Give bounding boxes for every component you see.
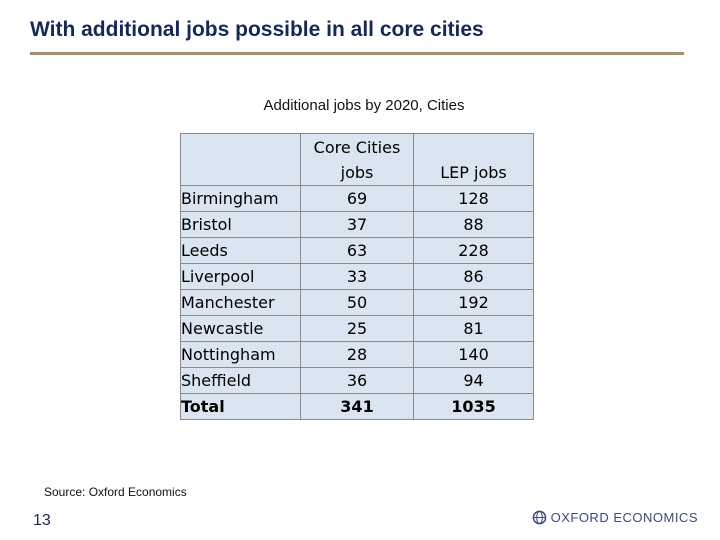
oxford-economics-logo: OXFORD ECONOMICS xyxy=(532,508,698,526)
lep-jobs-value: 94 xyxy=(413,367,534,394)
table-caption: Additional jobs by 2020, Cities xyxy=(263,97,465,114)
city-name: Newcastle xyxy=(180,315,301,342)
header-core-line2: jobs xyxy=(340,162,374,182)
table-row: Liverpool 33 86 xyxy=(180,263,534,290)
total-lep-jobs: 1035 xyxy=(413,393,534,420)
logo-text: OXFORD ECONOMICS xyxy=(550,509,698,525)
core-cities-jobs-value: 63 xyxy=(300,237,414,264)
city-name: Manchester xyxy=(180,289,301,316)
jobs-table: Core Cities jobs LEP jobs Birmingham 69 … xyxy=(180,133,534,420)
city-name: Leeds xyxy=(180,237,301,264)
lep-jobs-value: 128 xyxy=(413,185,534,212)
table-total-row: Total 341 1035 xyxy=(180,393,534,420)
lep-jobs-value: 140 xyxy=(413,341,534,368)
source-note: Source: Oxford Economics xyxy=(44,485,187,499)
table-header-row: Core Cities jobs LEP jobs xyxy=(180,133,534,186)
core-cities-jobs-value: 50 xyxy=(300,289,414,316)
header-core-cities-jobs: Core Cities jobs xyxy=(300,133,414,186)
table-row: Nottingham 28 140 xyxy=(180,341,534,368)
lep-jobs-value: 88 xyxy=(413,211,534,238)
slide-title: With additional jobs possible in all cor… xyxy=(30,18,484,41)
total-label: Total xyxy=(180,393,301,420)
core-cities-jobs-value: 36 xyxy=(300,367,414,394)
city-name: Sheffield xyxy=(180,367,301,394)
title-divider xyxy=(30,52,684,55)
city-name: Bristol xyxy=(180,211,301,238)
table-row: Bristol 37 88 xyxy=(180,211,534,238)
core-cities-jobs-value: 33 xyxy=(300,263,414,290)
core-cities-jobs-value: 69 xyxy=(300,185,414,212)
lep-jobs-value: 86 xyxy=(413,263,534,290)
header-lep-jobs: LEP jobs xyxy=(413,133,534,186)
header-empty-cell xyxy=(180,133,301,186)
core-cities-jobs-value: 28 xyxy=(300,341,414,368)
city-name: Birmingham xyxy=(180,185,301,212)
table-row: Birmingham 69 128 xyxy=(180,185,534,212)
city-name: Liverpool xyxy=(180,263,301,290)
lep-jobs-value: 228 xyxy=(413,237,534,264)
table-row: Newcastle 25 81 xyxy=(180,315,534,342)
core-cities-jobs-value: 25 xyxy=(300,315,414,342)
globe-icon xyxy=(532,510,547,525)
header-lep-label: LEP jobs xyxy=(440,163,507,182)
table-row: Sheffield 36 94 xyxy=(180,367,534,394)
page-number: 13 xyxy=(33,512,51,529)
lep-jobs-value: 192 xyxy=(413,289,534,316)
table-row: Manchester 50 192 xyxy=(180,289,534,316)
header-core-line1: Core Cities xyxy=(313,137,401,157)
core-cities-jobs-value: 37 xyxy=(300,211,414,238)
lep-jobs-value: 81 xyxy=(413,315,534,342)
table-row: Leeds 63 228 xyxy=(180,237,534,264)
total-core-cities-jobs: 341 xyxy=(300,393,414,420)
city-name: Nottingham xyxy=(180,341,301,368)
